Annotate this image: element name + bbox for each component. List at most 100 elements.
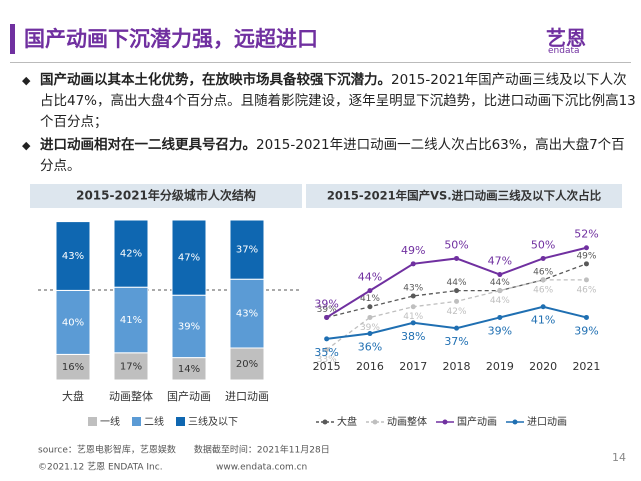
chart-title: 2015-2021年分级城市人次结构	[76, 188, 256, 203]
value-label: 17%	[120, 361, 142, 372]
legend-label: 进口动画	[527, 416, 567, 428]
value-label: 46%	[576, 285, 596, 295]
marker	[367, 331, 373, 337]
value-label: 50%	[531, 238, 555, 251]
marker	[367, 314, 373, 320]
marker	[454, 288, 460, 294]
chart-title: 2015-2021年国产VS.进口动画三线及以下人次占比	[327, 189, 602, 203]
x-tick-label: 2018	[443, 360, 471, 373]
legend-label: 国产动画	[457, 415, 497, 428]
legend-marker	[372, 419, 378, 425]
marker	[324, 347, 330, 353]
legend-swatch	[176, 417, 185, 426]
marker	[324, 314, 330, 320]
bar-segment	[113, 352, 149, 381]
value-label: 40%	[62, 317, 84, 328]
legend-label: 动画整体	[387, 415, 427, 428]
value-label: 49%	[401, 244, 425, 257]
x-tick-label: 进口动画	[225, 390, 269, 403]
marker	[367, 304, 373, 310]
value-label: 38%	[401, 330, 425, 343]
logo-sub: endata	[548, 46, 580, 56]
marker	[367, 288, 373, 294]
marker	[540, 277, 546, 283]
marker	[540, 255, 546, 261]
bar-segment	[113, 219, 149, 288]
value-label: 43%	[403, 284, 423, 294]
value-label: 39%	[178, 321, 200, 332]
value-label: 37%	[444, 335, 468, 348]
chart-title-band	[306, 184, 622, 208]
value-label: 44%	[490, 278, 510, 288]
x-tick-label: 2015	[313, 360, 341, 373]
bar-segment	[55, 289, 91, 355]
x-tick-label: 动画整体	[109, 389, 153, 403]
value-label: 47%	[178, 253, 200, 264]
value-label: 44%	[358, 271, 382, 284]
marker	[583, 277, 589, 283]
slide-title: 国产动画下沉潜力强，远超进口	[24, 27, 318, 51]
value-label: 39%	[488, 324, 512, 337]
bullet-bold: 进口动画相对在一二线更具号召力。	[40, 137, 256, 153]
x-tick-label: 2020	[529, 360, 557, 373]
legend-swatch	[88, 417, 97, 426]
value-label: 14%	[178, 364, 200, 375]
logo: 艺恩	[546, 26, 586, 50]
marker	[497, 314, 503, 320]
value-label: 41%	[531, 314, 555, 327]
x-tick-label: 2019	[486, 360, 514, 373]
marker	[410, 320, 416, 326]
value-label: 44%	[447, 278, 467, 288]
accent	[10, 24, 15, 54]
x-tick-label: 国产动画	[167, 389, 211, 403]
legend-marker	[322, 419, 328, 425]
value-label: 42%	[120, 249, 142, 260]
value-label: 33%	[317, 355, 337, 365]
value-label: 44%	[490, 296, 510, 306]
value-label: 49%	[576, 251, 596, 261]
marker	[410, 261, 416, 267]
value-label: 41%	[360, 294, 380, 304]
marker	[583, 314, 589, 320]
source: source：艺恩电影智库，艺恩娱数 数据截至时间：2021年11月28日	[38, 444, 330, 456]
legend-label: 三线及以下	[188, 415, 238, 428]
bullet: 进口动画相对在一二线更具号召力。2015-2021年进口动画一二线人次占比63%…	[22, 135, 638, 177]
value-label: 35%	[314, 346, 338, 359]
value-label: 43%	[236, 309, 258, 320]
bar-segment	[171, 294, 207, 359]
x-tick-label: 2021	[572, 360, 600, 373]
bar-segment	[55, 221, 91, 291]
marker	[454, 298, 460, 304]
marker	[540, 304, 546, 310]
value-label: 42%	[447, 307, 467, 317]
marker	[324, 336, 330, 342]
marker	[583, 261, 589, 267]
marker	[583, 245, 589, 251]
legend-label: 二线	[144, 415, 164, 428]
footer-right: www.endata.com.cn	[216, 463, 307, 473]
legend-swatch	[132, 417, 141, 426]
bullet-text: 2015-2021年国产动画三线及以下人次占比47%，高出大盘4个百分点。且随着…	[40, 72, 636, 130]
marker	[497, 272, 503, 278]
bar-segment	[171, 219, 207, 296]
value-label: 36%	[358, 341, 382, 354]
divider	[10, 62, 631, 63]
value-label: 41%	[403, 312, 423, 322]
bar-segment	[229, 347, 265, 381]
bullet-text: 2015-2021年进口动画一二线人次占比63%，高出大盘7个百分点。	[40, 137, 625, 174]
page-number: 14	[612, 451, 626, 464]
x-tick-label: 大盘	[62, 389, 84, 403]
bullet-bold: 国产动画以其本土化优势，在放映市场具备较强下沉潜力。	[40, 72, 391, 88]
bar-segment	[55, 353, 91, 381]
marker	[410, 293, 416, 299]
value-label: 39%	[317, 305, 337, 315]
legend-label: 大盘	[337, 415, 357, 428]
x-tick-label: 2017	[399, 360, 427, 373]
marker	[497, 288, 503, 294]
value-label: 39%	[360, 323, 380, 333]
value-label: 37%	[236, 245, 258, 256]
value-label: 52%	[574, 228, 598, 241]
legend-marker	[512, 419, 518, 425]
